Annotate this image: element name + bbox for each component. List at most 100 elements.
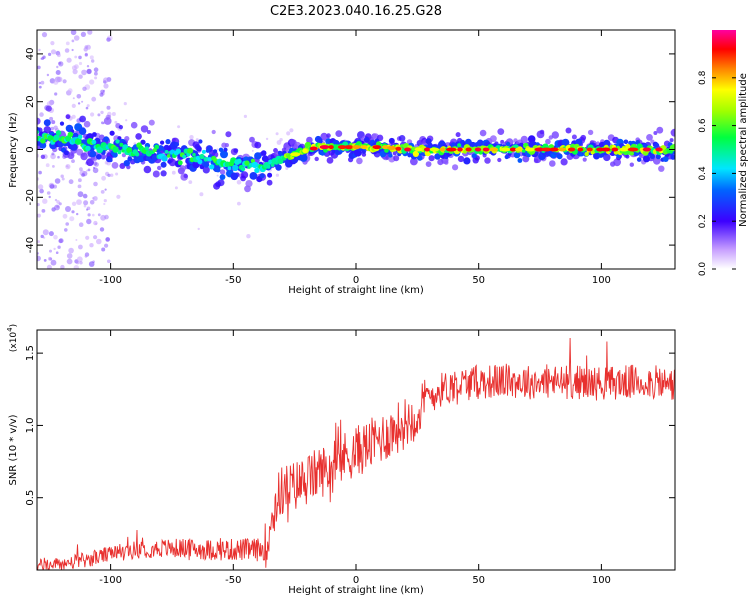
spectrogram-blob	[522, 155, 530, 163]
spectrogram-core	[112, 146, 119, 153]
spectrogram-blob	[202, 166, 210, 174]
spectrogram-peak	[352, 145, 361, 150]
spectrogram-peak	[337, 145, 347, 150]
spectrogram-noise-blob	[37, 65, 41, 70]
spectrogram-blob	[230, 172, 239, 181]
spectrogram-noise-blob	[78, 178, 82, 183]
colorbar-ticks: 0.0 0.2 0.4 0.6 0.8	[698, 70, 736, 276]
spectrogram-blob	[261, 155, 269, 162]
spectrogram-noise-blob	[84, 254, 88, 258]
spectrogram-noise-blob	[78, 74, 83, 79]
spectrogram-blob	[497, 128, 505, 136]
spectrogram-noise-blob	[286, 131, 291, 136]
spectrogram-noise-blob	[107, 259, 111, 264]
spectrogram-peak	[360, 145, 368, 150]
spectrogram-noise-blob	[104, 214, 109, 220]
spectrogram-noise-blob	[86, 208, 89, 211]
spectrogram-noise-blob	[46, 191, 51, 195]
spectrogram-noise-blob	[71, 39, 75, 43]
spectrogram-blob	[275, 164, 282, 171]
spectrogram-noise-blob	[51, 152, 55, 156]
spectrogram-noise-blob	[57, 245, 61, 249]
spectrogram-noise-blob	[95, 222, 98, 225]
spectrogram-noise-blob	[64, 48, 70, 53]
x-tick-label: -100	[99, 575, 122, 586]
spectrogram-core	[412, 150, 419, 157]
spectrogram-noise-blob	[39, 112, 44, 117]
spectrogram-blob	[40, 154, 46, 159]
spectrogram-blob	[417, 155, 423, 161]
spectrogram-blob	[167, 159, 172, 164]
spectrogram-noise-blob	[52, 165, 55, 168]
spectrogram-blob	[497, 157, 502, 163]
spectrogram-noise-blob	[107, 173, 111, 177]
spectrogram-blob	[434, 153, 441, 160]
spectrogram-noise-blob	[92, 196, 98, 201]
spectrogram-noise-blob	[96, 238, 102, 245]
spectrogram-blob	[254, 152, 262, 160]
spectrogram-noise-blob	[195, 138, 199, 142]
spectrogram-noise-blob	[41, 209, 46, 213]
spectrogram-noise-blob	[77, 184, 82, 189]
spectrogram-noise-blob	[46, 264, 52, 269]
spectrogram-noise-blob	[66, 258, 73, 265]
spectrogram-noise-blob	[38, 48, 41, 52]
spectrogram-noise-blob	[60, 264, 65, 269]
spectrogram-peak	[558, 147, 567, 152]
spectrogram-core	[232, 164, 239, 171]
x-tick-label: 50	[472, 575, 485, 586]
spectrogram-peak	[457, 147, 463, 152]
spectrogram-blob	[500, 139, 505, 144]
spectrogram-noise-blob	[53, 234, 58, 240]
spectrogram-noise-blob	[86, 65, 90, 68]
spectrogram-noise-blob	[101, 175, 106, 181]
spectrogram-blob	[646, 134, 653, 141]
spectrogram-core	[254, 167, 260, 174]
snr-x-ticks: -100 -50 0 50 100	[99, 330, 611, 586]
spectrogram-blob	[76, 148, 84, 156]
spectrogram-core	[67, 131, 74, 138]
spectrogram-noise-blob	[38, 81, 41, 85]
spectrogram-blob	[299, 153, 308, 162]
spectrogram-blob	[658, 165, 665, 172]
spectrogram-core	[197, 159, 203, 165]
spectrogram-core	[164, 150, 169, 154]
spectrogram-noise-blob	[66, 57, 72, 63]
spectrogram-noise-blob	[54, 198, 58, 202]
spectrogram-noise-blob	[123, 102, 127, 106]
spectrogram-noise-blob	[110, 173, 114, 177]
spectrogram-y-ticks: -40 -20 0 20 40	[25, 48, 675, 253]
spectrogram-noise-blob	[275, 173, 279, 177]
spectrogram-noise-blob	[83, 47, 88, 52]
spectrogram-blob	[111, 162, 119, 169]
spectrogram-blob	[215, 167, 221, 173]
spectrogram-noise-blob	[88, 261, 95, 267]
spectrogram-blob	[43, 126, 51, 134]
spectrogram-core	[117, 150, 122, 155]
spectrogram-noise-blob	[77, 102, 81, 105]
spectrogram-blob	[643, 155, 650, 163]
spectrogram-noise-blob	[38, 170, 42, 175]
spectrogram-blob	[103, 117, 112, 125]
spectrogram-peak	[429, 147, 440, 152]
spectrogram-noise-blob	[106, 37, 111, 42]
spectrogram-blob	[513, 151, 521, 159]
spectrogram-noise-blob	[86, 218, 92, 225]
colorbar-tick-label: 0.4	[698, 166, 708, 181]
spectrogram-blob	[160, 170, 167, 177]
spectrogram-noise-blob	[58, 202, 62, 206]
spectrogram-peak	[302, 148, 308, 153]
spectrogram-noise-blob	[53, 79, 59, 85]
spectrogram-noise-blob	[94, 76, 98, 80]
spectrogram-blob	[220, 150, 228, 159]
spectrogram-peak	[290, 152, 301, 157]
spectrogram-blob	[245, 180, 253, 188]
spectrogram-peak	[534, 147, 545, 152]
spectrogram-noise-blob	[78, 244, 83, 250]
spectrogram-blob	[527, 135, 536, 143]
spectrogram-core	[91, 139, 97, 145]
spectrogram-noise-blob	[37, 153, 40, 158]
spectrogram-blob	[545, 138, 551, 145]
spectrogram-noise-blob	[41, 31, 48, 38]
spectrogram-noise-blob	[37, 252, 40, 255]
